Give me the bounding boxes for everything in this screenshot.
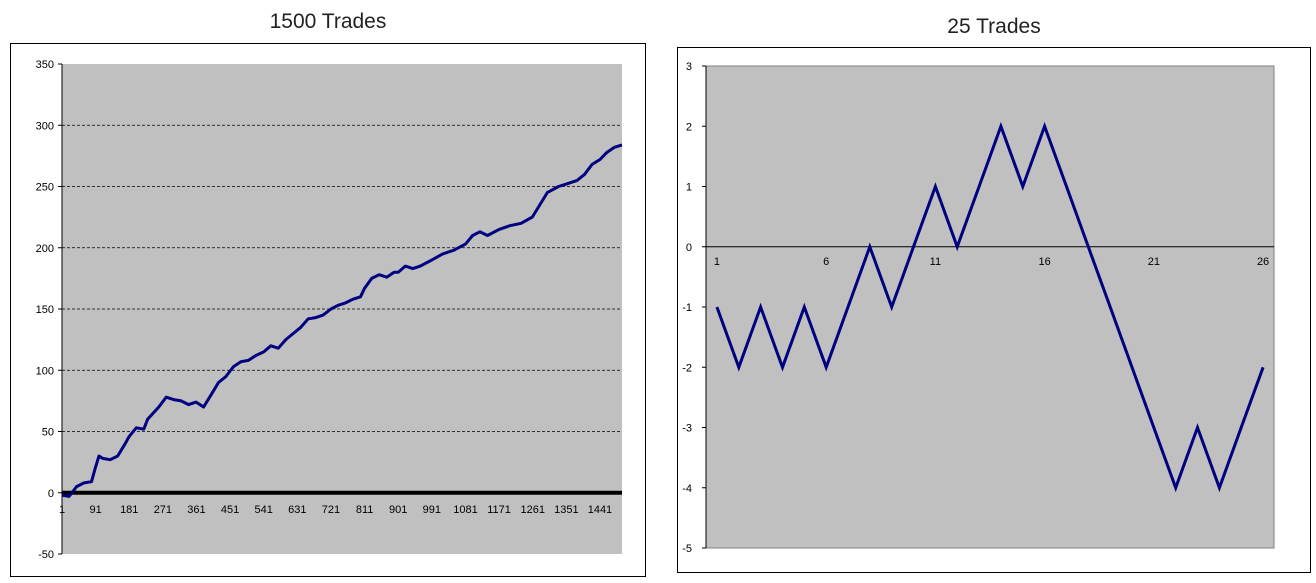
y-tick-label: 0 [48,488,54,500]
y-tick-label: -4 [682,483,692,495]
series-line [61,143,623,498]
x-tick-label: 21 [1148,256,1160,268]
x-tick-label: 631 [288,504,306,516]
chart2-panel: 3 2 1 0 -1 -2 -3 -4 -5 1 6 11 16 21 26 [677,47,1311,573]
x-tick-label: 811 [356,504,374,516]
y-tick-label: 300 [36,120,54,132]
y-tick-label: -2 [682,362,692,374]
x-tick-label: 1261 [520,504,544,516]
y-tick-label: 350 [36,59,54,71]
x-tick-label: 16 [1038,256,1050,268]
x-tick-label: 1441 [588,504,612,516]
y-tick-label: 250 [36,182,54,194]
x-tick-label: 181 [120,504,138,516]
y-tick-label: 150 [36,304,54,316]
x-tick-label: 541 [255,504,273,516]
x-tick-label: 1 [714,256,720,268]
x-tick-label: 901 [389,504,407,516]
x-tick-label: 271 [154,504,172,516]
y-tick-label: -1 [682,302,692,314]
y-tick-label: 100 [36,365,54,377]
x-tick-label: 1171 [487,504,511,516]
y-tick-label: 3 [686,61,692,73]
y-tick-label: -50 [38,549,54,561]
x-tick-label: 1081 [453,504,477,516]
x-tick-label: 1351 [554,504,578,516]
series-line [715,121,1265,493]
x-tick-label: 1 [59,504,65,516]
y-tick-label: 2 [686,121,692,133]
y-tick-label: 0 [686,242,692,254]
chart2-title: 25 Trades [947,15,1041,38]
chart1-title: 1500 Trades [269,10,387,33]
y-tick-label: 200 [36,243,54,255]
x-tick-label: 451 [221,504,239,516]
x-tick-label: 11 [930,256,941,268]
x-tick-label: 6 [823,256,829,268]
plot-area [705,65,1275,549]
x-tick-label: 91 [89,504,101,516]
y-tick-label: 50 [42,427,54,439]
chart1-panel: 350 300 250 200 150 100 50 0 -50 1 91 181 271 361 451 5… [10,43,646,577]
x-tick-label: 361 [187,504,205,516]
y-tick-label: 1 [686,182,692,194]
x-tick-label: 26 [1257,256,1269,268]
y-tick-label: -5 [682,543,692,555]
y-tick-label: -3 [682,423,692,435]
x-tick-label: 721 [322,504,340,516]
chart1-svg: 350 300 250 200 150 100 50 0 -50 1 91 181 271 361 451 5… [36,59,623,561]
x-tick-label: 991 [423,504,441,516]
